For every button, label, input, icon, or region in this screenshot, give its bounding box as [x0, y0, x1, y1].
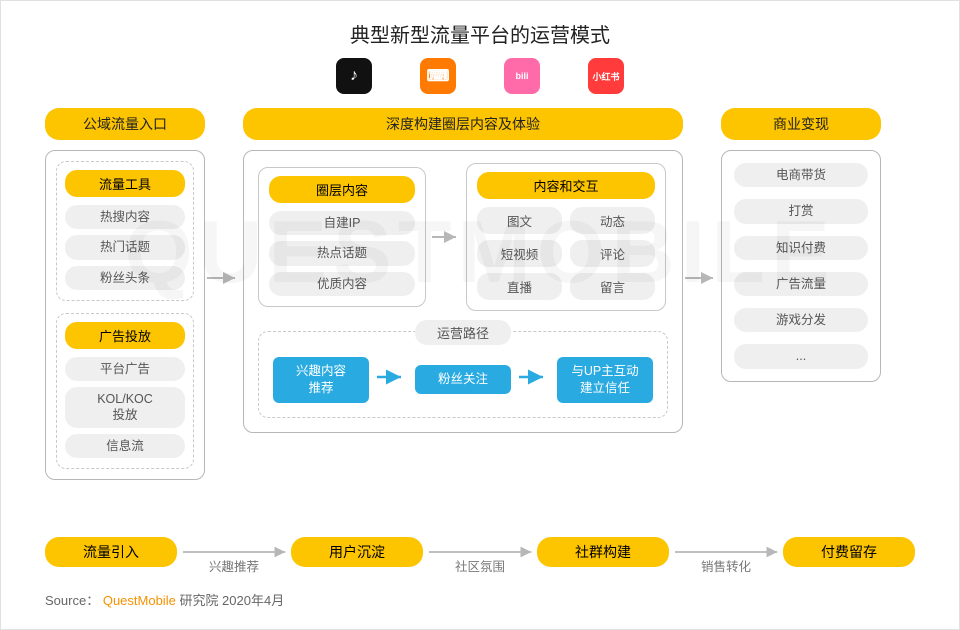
- middle-outer-box: 圈层内容 自建IP 热点话题优质内容 内容和交互 图文动态短视频评论直播留言 运营…: [243, 150, 683, 433]
- bottom-flow-node: 用户沉淀: [291, 537, 423, 567]
- main-grid: 公域流量入口 流量工具热搜内容热门话题粉丝头条广告投放平台广告 KOL/KOC投放…: [1, 108, 959, 480]
- tag-item: 平台广告: [65, 357, 185, 381]
- path-node: 与UP主互动建立信任: [557, 357, 653, 403]
- box-content-interact: 内容和交互 图文动态短视频评论直播留言: [466, 163, 666, 311]
- path-row: 兴趣内容推荐 粉丝关注 与UP主互动建立信任: [273, 357, 653, 403]
- bottom-flow-node: 社群构建: [537, 537, 669, 567]
- bottom-flow: 流量引入兴趣推荐用户沉淀社区氛围社群构建销售转化付费留存: [45, 537, 915, 567]
- right-outer-box: 电商带货打赏知识付费广告流量游戏分发...: [721, 150, 881, 382]
- middle-header: 深度构建圈层内容及体验: [243, 108, 683, 140]
- bottom-flow-label: 销售转化: [701, 556, 751, 575]
- tag-item: 图文: [477, 207, 562, 234]
- tag-item: 游戏分发: [734, 308, 868, 332]
- path-arrow-icon: [517, 369, 551, 390]
- left-group-title: 流量工具: [65, 170, 185, 197]
- bottom-flow-arrow: 兴趣推荐: [177, 540, 291, 564]
- bottom-flow-node: 流量引入: [45, 537, 177, 567]
- right-column: 商业变现 电商带货打赏知识付费广告流量游戏分发...: [721, 108, 881, 382]
- app-icons-row: ♪ ⌨ bili 小红书: [1, 58, 959, 94]
- app-icon-bilibili: bili: [504, 58, 540, 94]
- left-outer-box: 流量工具热搜内容热门话题粉丝头条广告投放平台广告 KOL/KOC投放信息流: [45, 150, 205, 480]
- arrow-boxA-to-boxB: [426, 227, 466, 247]
- tag-item: 知识付费: [734, 236, 868, 260]
- arrow-mid-to-right: [683, 108, 721, 448]
- tag-item: KOL/KOC投放: [65, 387, 185, 428]
- tag-item: 粉丝头条: [65, 266, 185, 290]
- path-title: 运营路径: [415, 320, 511, 345]
- page-title: 典型新型流量平台的运营模式: [1, 1, 959, 58]
- source-line: Source： QuestMobile 研究院 2020年4月: [45, 590, 284, 609]
- left-group: 流量工具热搜内容热门话题粉丝头条: [56, 161, 194, 301]
- tag-item: 热点话题: [269, 241, 415, 265]
- arrow-left-to-mid: [205, 108, 243, 448]
- left-column: 公域流量入口 流量工具热搜内容热门话题粉丝头条广告投放平台广告 KOL/KOC投放…: [45, 108, 205, 480]
- app-icon-xiaohongshu: 小红书: [588, 58, 624, 94]
- tag-item: 打赏: [734, 199, 868, 223]
- left-group: 广告投放平台广告 KOL/KOC投放信息流: [56, 313, 194, 469]
- tag-item: 信息流: [65, 434, 185, 458]
- app-icon-kuaishou: ⌨: [420, 58, 456, 94]
- tag-item: 直播: [477, 273, 562, 300]
- bottom-flow-label: 兴趣推荐: [209, 556, 259, 575]
- box-a-title: 圈层内容: [269, 176, 415, 203]
- tag-item: 热门话题: [65, 235, 185, 259]
- tag-item: 留言: [570, 273, 655, 300]
- tag-item: 广告流量: [734, 272, 868, 296]
- bottom-flow-node: 付费留存: [783, 537, 915, 567]
- middle-row-boxes: 圈层内容 自建IP 热点话题优质内容 内容和交互 图文动态短视频评论直播留言: [258, 163, 668, 311]
- bottom-flow-arrow: 销售转化: [669, 540, 783, 564]
- path-node: 粉丝关注: [415, 365, 511, 394]
- bottom-flow-arrow: 社区氛围: [423, 540, 537, 564]
- left-header: 公域流量入口: [45, 108, 205, 140]
- middle-column: 深度构建圈层内容及体验 圈层内容 自建IP 热点话题优质内容 内容和交互 图文动态…: [243, 108, 683, 433]
- right-header: 商业变现: [721, 108, 881, 140]
- tag-item: 动态: [570, 207, 655, 234]
- source-suffix: 研究院 2020年4月: [179, 593, 284, 608]
- source-brand: QuestMobile: [103, 593, 176, 608]
- box-b-title: 内容和交互: [477, 172, 655, 199]
- tag-item: 短视频: [477, 240, 562, 267]
- source-prefix: Source：: [45, 593, 99, 608]
- left-group-title: 广告投放: [65, 322, 185, 349]
- app-icon-douyin: ♪: [336, 58, 372, 94]
- operation-path-box: 运营路径 兴趣内容推荐粉丝关注与UP主互动建立信任: [258, 331, 668, 418]
- path-node: 兴趣内容推荐: [273, 357, 369, 403]
- tag-item: 评论: [570, 240, 655, 267]
- box-circle-content: 圈层内容 自建IP 热点话题优质内容: [258, 167, 426, 307]
- path-arrow-icon: [375, 369, 409, 390]
- tag-item: 优质内容: [269, 272, 415, 296]
- bottom-flow-label: 社区氛围: [455, 556, 505, 575]
- tag-item: 热搜内容: [65, 205, 185, 229]
- tag-item: ...: [734, 344, 868, 368]
- tag-item: 自建IP: [269, 211, 415, 235]
- tag-item: 电商带货: [734, 163, 868, 187]
